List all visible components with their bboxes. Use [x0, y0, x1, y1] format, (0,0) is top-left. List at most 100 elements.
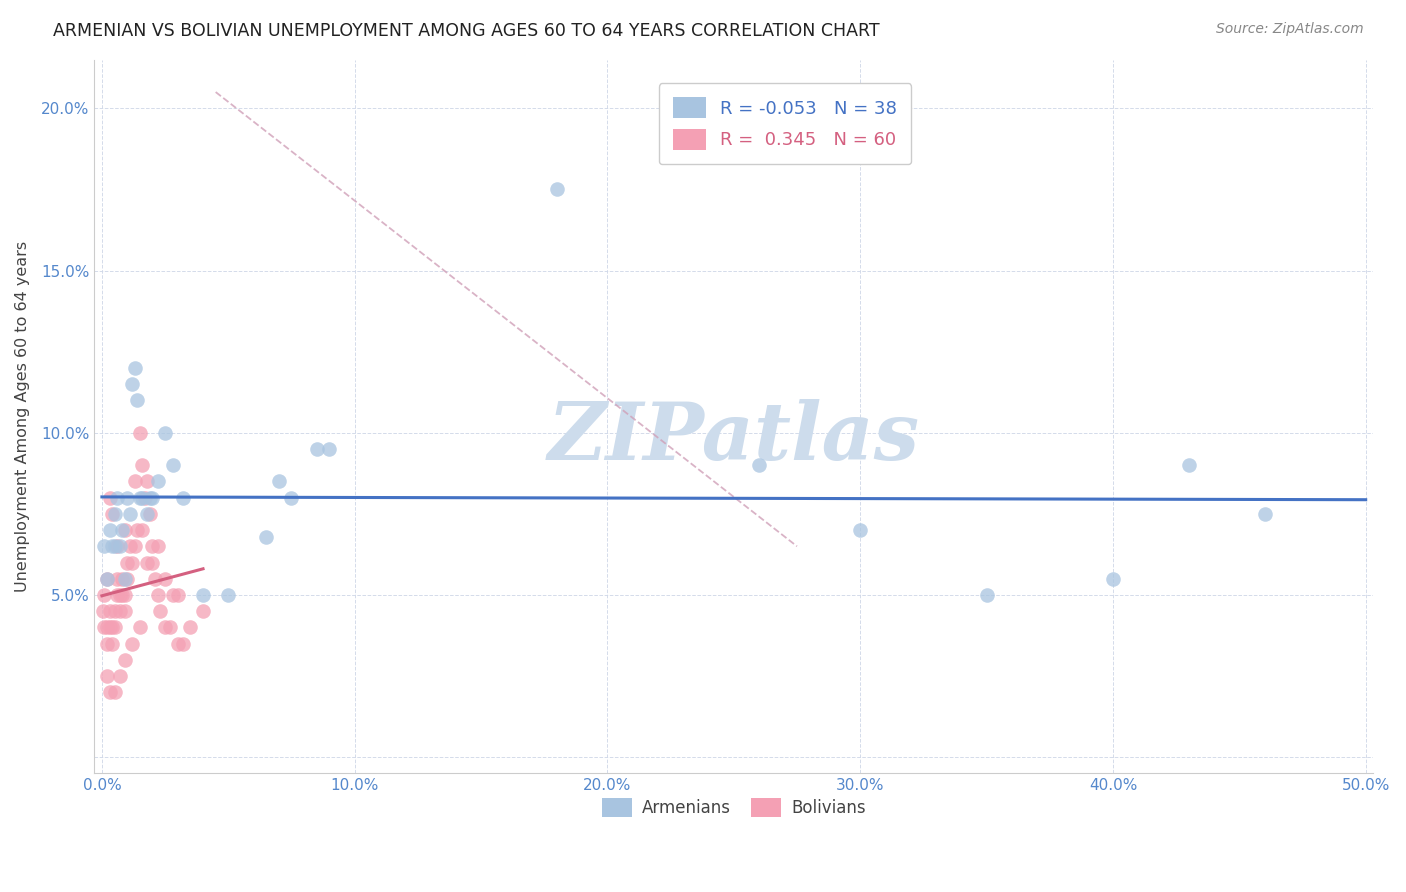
Point: [98, 491, 121, 505]
Legend: Armenians, Bolivians: Armenians, Bolivians: [593, 789, 875, 826]
Point: [98, 523, 121, 537]
Point: [108, 604, 131, 618]
Point: [101, 507, 124, 521]
Point: [136, 556, 159, 570]
Point: [103, 507, 125, 521]
Point: [118, 539, 141, 553]
Point: [128, 425, 150, 440]
Point: [146, 539, 169, 553]
Point: [136, 475, 159, 489]
Point: [127, 523, 149, 537]
Point: [748, 458, 770, 473]
Point: [96, 572, 118, 586]
Point: [131, 491, 153, 505]
Point: [1253, 507, 1275, 521]
Point: [280, 491, 302, 505]
Text: ZIPatlas: ZIPatlas: [548, 400, 920, 476]
Point: [115, 572, 138, 586]
Point: [139, 491, 162, 505]
Point: [318, 442, 340, 456]
Point: [267, 475, 290, 489]
Point: [136, 507, 159, 521]
Point: [105, 539, 128, 553]
Point: [124, 539, 146, 553]
Point: [103, 604, 125, 618]
Point: [93, 620, 115, 634]
Point: [546, 182, 568, 196]
Point: [98, 620, 121, 634]
Point: [153, 572, 176, 586]
Point: [105, 572, 128, 586]
Point: [146, 588, 169, 602]
Point: [162, 458, 184, 473]
Point: [111, 572, 134, 586]
Point: [101, 620, 124, 634]
Point: [101, 539, 124, 553]
Point: [172, 491, 194, 505]
Point: [114, 604, 136, 618]
Point: [141, 539, 163, 553]
Text: ARMENIAN VS BOLIVIAN UNEMPLOYMENT AMONG AGES 60 TO 64 YEARS CORRELATION CHART: ARMENIAN VS BOLIVIAN UNEMPLOYMENT AMONG …: [53, 22, 880, 40]
Point: [108, 588, 131, 602]
Point: [103, 620, 125, 634]
Point: [179, 620, 201, 634]
Point: [217, 588, 239, 602]
Point: [976, 588, 998, 602]
Point: [139, 507, 162, 521]
Point: [98, 604, 121, 618]
Point: [108, 539, 131, 553]
Point: [162, 588, 184, 602]
Point: [134, 491, 156, 505]
Point: [128, 491, 150, 505]
Point: [115, 491, 138, 505]
Point: [96, 669, 118, 683]
Point: [91, 604, 114, 618]
Text: Source: ZipAtlas.com: Source: ZipAtlas.com: [1216, 22, 1364, 37]
Point: [96, 572, 118, 586]
Point: [121, 556, 143, 570]
Point: [114, 572, 136, 586]
Point: [131, 458, 153, 473]
Y-axis label: Unemployment Among Ages 60 to 64 years: Unemployment Among Ages 60 to 64 years: [15, 241, 30, 592]
Point: [93, 539, 115, 553]
Point: [159, 620, 181, 634]
Point: [141, 491, 163, 505]
Point: [115, 556, 138, 570]
Point: [153, 425, 176, 440]
Point: [143, 572, 166, 586]
Point: [849, 523, 872, 537]
Point: [1102, 572, 1125, 586]
Point: [114, 523, 136, 537]
Point: [114, 653, 136, 667]
Point: [93, 588, 115, 602]
Point: [101, 637, 124, 651]
Point: [149, 604, 172, 618]
Point: [191, 588, 214, 602]
Point: [96, 637, 118, 651]
Point: [254, 530, 277, 544]
Point: [103, 539, 125, 553]
Point: [153, 620, 176, 634]
Point: [191, 604, 214, 618]
Point: [118, 507, 141, 521]
Point: [121, 377, 143, 392]
Point: [1177, 458, 1199, 473]
Point: [166, 637, 188, 651]
Point: [166, 588, 188, 602]
Point: [105, 491, 128, 505]
Point: [305, 442, 328, 456]
Point: [103, 685, 125, 699]
Point: [121, 637, 143, 651]
Point: [128, 620, 150, 634]
Point: [114, 588, 136, 602]
Point: [172, 637, 194, 651]
Point: [96, 620, 118, 634]
Point: [111, 588, 134, 602]
Point: [111, 523, 134, 537]
Point: [131, 523, 153, 537]
Point: [124, 360, 146, 375]
Point: [141, 556, 163, 570]
Point: [105, 588, 128, 602]
Point: [98, 685, 121, 699]
Point: [127, 393, 149, 408]
